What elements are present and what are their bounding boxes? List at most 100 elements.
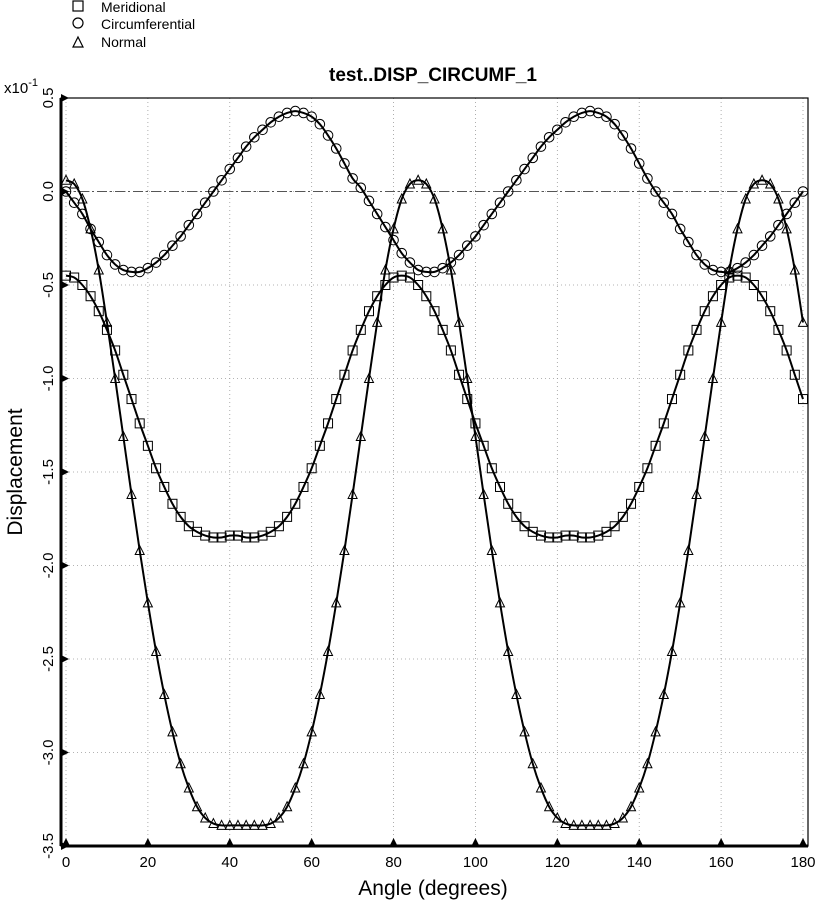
data-point-circumferential	[470, 231, 481, 242]
data-point-normal	[437, 222, 448, 234]
data-point-circumferential	[175, 231, 186, 242]
data-point-normal	[445, 263, 457, 275]
data-point-circumferential	[674, 223, 686, 235]
data-point-normal	[85, 222, 96, 234]
data-point-normal	[208, 817, 219, 829]
data-point-circumferential	[150, 257, 162, 268]
data-point-normal	[249, 819, 260, 830]
data-point-normal	[543, 800, 555, 812]
x-tick-label: 120	[545, 854, 570, 871]
data-point-circumferential	[642, 173, 653, 184]
data-point-circumferential	[199, 197, 211, 209]
y-tick-mark	[61, 842, 69, 850]
data-point-circumferential	[224, 163, 236, 175]
data-point-meridional	[142, 440, 153, 451]
data-point-normal	[519, 725, 530, 737]
data-point-meridional	[61, 270, 71, 281]
data-point-meridional	[527, 526, 538, 537]
data-point-normal	[175, 757, 186, 769]
data-point-meridional	[798, 394, 808, 405]
data-point-normal	[552, 811, 563, 823]
data-point-normal	[412, 174, 424, 185]
series-meridional	[61, 270, 808, 543]
data-point-meridional	[347, 345, 358, 356]
data-point-meridional	[470, 418, 481, 429]
data-point-meridional	[290, 498, 301, 509]
data-point-normal	[232, 819, 244, 830]
data-point-meridional	[151, 463, 162, 474]
data-point-circumferential	[453, 249, 465, 261]
data-point-circumferential	[101, 249, 113, 261]
data-point-normal	[666, 645, 678, 657]
legend-label-normal: Normal	[101, 34, 146, 50]
data-point-meridional	[93, 306, 104, 317]
data-point-normal	[486, 544, 498, 556]
data-point-normal	[421, 177, 432, 189]
data-point-normal	[363, 372, 375, 383]
data-point-circumferential	[461, 240, 473, 252]
data-point-normal	[715, 316, 727, 327]
data-point-normal	[691, 488, 702, 499]
data-point-circumferential	[486, 208, 498, 220]
x-tick-label: 60	[303, 854, 320, 871]
data-point-meridional	[118, 369, 129, 380]
data-point-normal	[396, 192, 408, 204]
data-point-circumferential	[601, 111, 612, 122]
x-tick-label: 80	[385, 854, 402, 871]
data-point-circumferential	[371, 208, 383, 220]
data-point-meridional	[666, 394, 677, 405]
data-point-normal	[404, 177, 416, 189]
data-point-meridional	[265, 526, 276, 537]
data-point-circumferential	[552, 124, 563, 136]
data-point-normal	[380, 263, 391, 275]
data-point-circumferential	[191, 208, 203, 220]
data-point-circumferential	[281, 107, 293, 119]
data-point-circumferential	[658, 197, 670, 209]
data-point-circumferential	[396, 247, 408, 259]
data-point-normal	[511, 688, 522, 700]
x-tick-label: 180	[790, 854, 815, 871]
data-point-normal	[306, 725, 317, 737]
data-point-normal	[797, 316, 809, 327]
data-point-normal	[68, 177, 80, 189]
data-point-circumferential	[347, 173, 358, 184]
data-point-normal	[167, 725, 178, 737]
data-point-normal	[216, 819, 227, 830]
data-point-normal	[617, 811, 629, 823]
data-point-meridional	[396, 270, 407, 281]
data-point-circumferential	[208, 186, 219, 197]
data-point-normal	[560, 817, 571, 829]
data-point-circumferential	[699, 259, 711, 270]
data-point-meridional	[421, 291, 432, 302]
data-point-normal	[93, 263, 105, 275]
x-tick-mark	[225, 838, 234, 846]
data-point-circumferential	[773, 219, 784, 231]
data-point-meridional	[626, 498, 637, 509]
data-point-normal	[527, 757, 539, 769]
y-tick-mark	[61, 187, 69, 196]
data-point-meridional	[273, 521, 284, 532]
data-point-meridional	[224, 530, 235, 541]
data-point-meridional	[511, 511, 522, 522]
data-point-meridional	[683, 345, 694, 356]
data-point-circumferential	[109, 259, 121, 270]
legend-marker-normal	[72, 35, 84, 48]
x-tick-label: 20	[140, 854, 157, 871]
data-point-meridional	[208, 532, 219, 543]
x-axis-ticks: 0 20 40 60 80 100 120 140 160 180	[62, 838, 816, 871]
data-point-normal	[764, 177, 776, 189]
data-point-normal	[650, 725, 661, 737]
data-point-meridional	[552, 532, 563, 543]
data-point-circumferential	[707, 264, 719, 276]
data-point-circumferential	[560, 117, 571, 128]
data-point-circumferential	[683, 236, 694, 248]
data-point-circumferential	[265, 117, 277, 128]
data-point-meridional	[535, 530, 546, 541]
data-point-meridional	[781, 345, 792, 356]
data-point-meridional	[757, 291, 768, 302]
data-point-meridional	[675, 369, 686, 380]
data-point-circumferential	[380, 221, 391, 233]
data-point-circumferential	[232, 152, 244, 164]
data-point-circumferential	[412, 264, 424, 276]
data-point-circumferential	[249, 131, 260, 143]
